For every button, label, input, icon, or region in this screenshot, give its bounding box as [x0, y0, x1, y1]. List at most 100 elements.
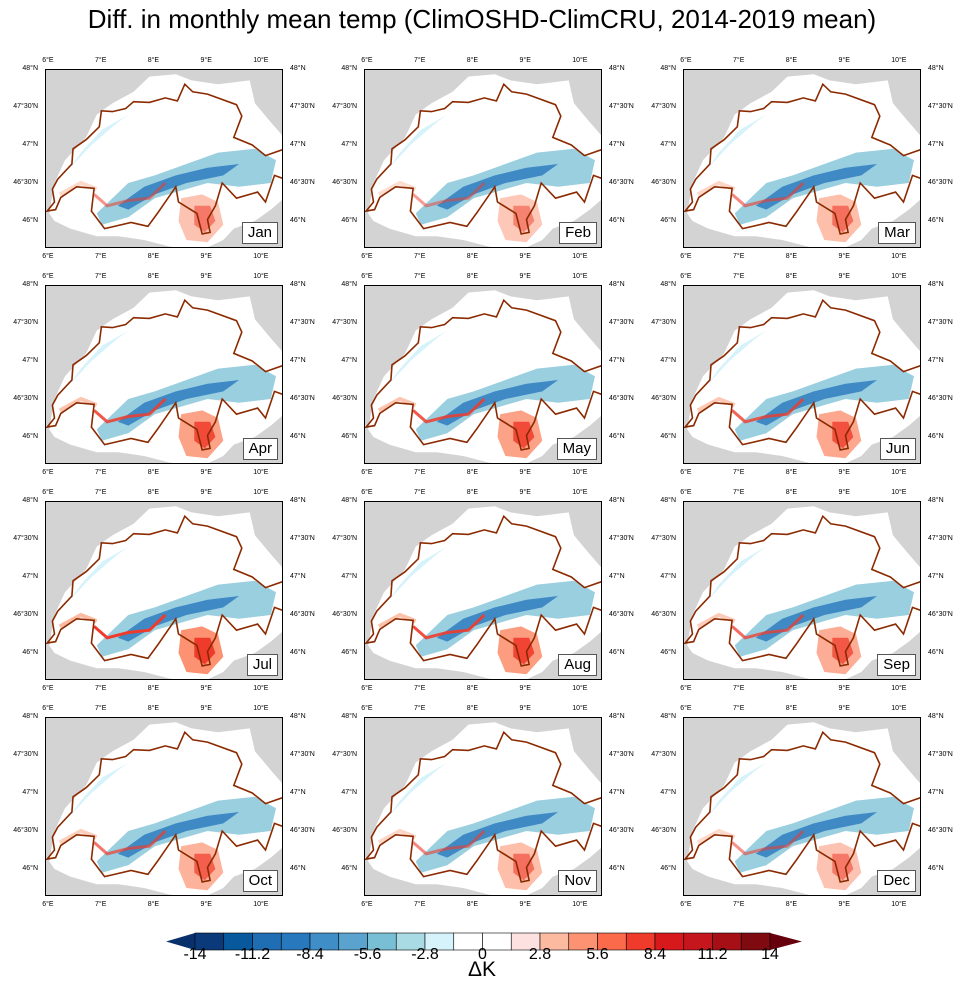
lat-label-right: 46°N — [609, 865, 625, 872]
country-border — [364, 514, 602, 667]
month-label: Apr — [242, 438, 278, 460]
lat-label-right: 48°N — [928, 281, 944, 288]
lat-label-left: 46°30'N — [13, 611, 38, 618]
lon-label-top: 10°E — [572, 273, 588, 280]
map-frame — [45, 69, 283, 248]
lat-label-right: 47°N — [609, 141, 625, 148]
lat-label-left: 48°N — [660, 281, 676, 288]
lon-label-bottom: 7°E — [414, 469, 426, 476]
lon-label-top: 6°E — [42, 273, 54, 280]
lat-label-right: 47°N — [290, 357, 306, 364]
lat-label-right: 47°30'N — [290, 319, 315, 326]
lat-label-right: 47°N — [290, 141, 306, 148]
month-label: May — [556, 438, 597, 460]
lat-label-right: 47°30'N — [609, 751, 634, 758]
map-panel-sep: 6°E 6°E 7°E 7°E 8°E 8°E 9°E 9°E 10°E 10°E 48°N 48°N… — [651, 489, 953, 692]
lon-label-bottom: 9°E — [519, 253, 531, 260]
country-border — [364, 82, 602, 235]
lon-label-bottom: 8°E — [785, 901, 798, 908]
lat-label-left: 46°30'N — [13, 395, 38, 402]
lat-label-left: 46°N — [22, 217, 38, 224]
lon-label-bottom: 9°E — [838, 901, 850, 908]
lat-label-right: 47°30'N — [609, 535, 634, 542]
map-frame — [683, 69, 921, 248]
map-plot — [364, 717, 602, 896]
lat-label-right: 46°30'N — [928, 611, 953, 618]
country-border — [683, 82, 921, 235]
map-frame — [364, 69, 602, 248]
lon-label-top: 8°E — [785, 489, 798, 496]
lon-label-top: 7°E — [733, 273, 745, 280]
lat-label-right: 47°30'N — [609, 103, 634, 110]
lon-label-top: 10°E — [891, 57, 907, 64]
lon-label-top: 8°E — [785, 273, 798, 280]
lon-label-bottom: 9°E — [200, 469, 212, 476]
lat-label-left: 47°30'N — [13, 103, 38, 110]
lon-label-top: 8°E — [785, 705, 798, 712]
lon-label-bottom: 7°E — [414, 685, 426, 692]
lat-label-left: 47°N — [341, 573, 357, 580]
lon-label-bottom: 8°E — [147, 685, 160, 692]
lat-label-right: 46°30'N — [928, 179, 953, 186]
alps-coldest-area — [117, 812, 240, 858]
lat-label-left: 46°N — [22, 865, 38, 872]
lat-label-right: 46°30'N — [928, 395, 953, 402]
map-plot — [45, 501, 283, 680]
month-label: Mar — [878, 222, 916, 244]
lon-label-top: 10°E — [253, 273, 269, 280]
lon-label-top: 6°E — [42, 57, 54, 64]
lat-label-right: 48°N — [609, 65, 625, 72]
lat-label-right: 46°30'N — [609, 827, 634, 834]
lon-label-bottom: 8°E — [147, 901, 160, 908]
map-panel-oct: 6°E 6°E 7°E 7°E 8°E 8°E 9°E 9°E 10°E 10°E 48°N 48°N… — [13, 705, 315, 908]
map-panel-jul: 6°E 6°E 7°E 7°E 8°E 8°E 9°E 9°E 10°E 10°E 48°N 48°N… — [13, 489, 315, 692]
country-border — [683, 730, 921, 883]
lon-label-top: 10°E — [572, 57, 588, 64]
map-panel-mar: 6°E 6°E 7°E 7°E 8°E 8°E 9°E 9°E 10°E 10°E 48°N 48°N… — [651, 57, 953, 260]
map-frame — [364, 717, 602, 896]
lat-label-right: 46°30'N — [290, 611, 315, 618]
lon-label-top: 6°E — [680, 489, 692, 496]
lake-geneva-warm — [377, 612, 417, 629]
lon-label-bottom: 6°E — [680, 253, 692, 260]
lon-label-bottom: 8°E — [785, 253, 798, 260]
lon-label-bottom: 7°E — [95, 685, 107, 692]
colorbar-tick-label: 0 — [478, 946, 487, 963]
colorbar-tick-label: 2.8 — [528, 946, 552, 963]
lat-label-right: 47°30'N — [290, 751, 315, 758]
lat-label-right: 48°N — [290, 281, 306, 288]
lat-label-left: 48°N — [341, 65, 357, 72]
lon-label-bottom: 10°E — [891, 253, 907, 260]
lat-label-right: 46°30'N — [609, 611, 634, 618]
lat-label-left: 46°N — [660, 433, 676, 440]
lat-label-right: 46°N — [609, 433, 625, 440]
lat-label-left: 46°N — [22, 433, 38, 440]
lon-label-bottom: 10°E — [572, 253, 588, 260]
lon-label-top: 8°E — [147, 273, 160, 280]
lat-label-right: 46°N — [928, 433, 944, 440]
map-frame — [45, 501, 283, 680]
map-plot — [364, 69, 602, 248]
lon-label-top: 7°E — [95, 273, 107, 280]
lon-label-bottom: 9°E — [838, 685, 850, 692]
map-frame — [364, 501, 602, 680]
lon-label-bottom: 6°E — [42, 253, 54, 260]
alps-coldest-area — [117, 380, 240, 426]
country-border — [364, 730, 602, 883]
lat-label-left: 47°30'N — [651, 535, 676, 542]
lon-label-top: 10°E — [253, 57, 269, 64]
lon-label-top: 6°E — [680, 273, 692, 280]
lon-label-top: 9°E — [519, 273, 531, 280]
lon-label-top: 6°E — [42, 705, 54, 712]
lat-label-left: 47°30'N — [13, 319, 38, 326]
lat-label-right: 46°N — [928, 649, 944, 656]
lat-label-right: 47°30'N — [928, 751, 953, 758]
lon-label-top: 7°E — [95, 57, 107, 64]
figure-title: Diff. in monthly mean temp (ClimOSHD-Cli… — [87, 4, 877, 34]
month-label: Oct — [242, 870, 278, 892]
month-label: Aug — [558, 654, 597, 676]
map-frame — [683, 717, 921, 896]
lat-label-right: 48°N — [928, 65, 944, 72]
lat-label-left: 46°30'N — [332, 611, 357, 618]
alps-coldest-area — [436, 380, 559, 426]
